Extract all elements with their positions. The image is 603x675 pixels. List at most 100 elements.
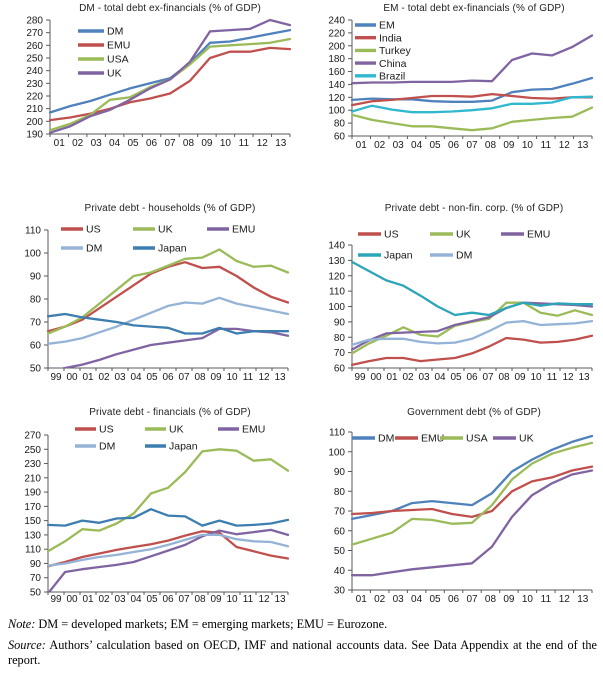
legend-label-china: China [379, 58, 407, 70]
legend-label-japan: Japan [158, 243, 187, 255]
y-tick-label: 220 [26, 92, 43, 103]
y-tick-label: 50 [30, 588, 42, 599]
y-axis-labels: 140 130 120 110 100 90 80 70 60 [328, 241, 345, 375]
x-tick-label: 07 [466, 140, 478, 151]
legend-label-em: EM [379, 20, 395, 32]
y-tick-label: 110 [329, 287, 345, 298]
legend: US UK EMU DM Japan [75, 424, 265, 453]
x-tick-label: 03 [114, 372, 126, 383]
x-tick-label: 01 [356, 594, 368, 605]
x-tick-label: 09 [514, 372, 526, 383]
y-tick-label: 160 [328, 67, 345, 78]
legend-label-uk: UK [107, 68, 122, 80]
y-tick-label: 90 [30, 559, 42, 570]
series-line-japan [351, 260, 594, 317]
x-tick-label: 05 [146, 372, 158, 383]
x-axis-labels: 99 00 01 02 03 04 05 06 07 08 09 10 11 12 13 [50, 594, 286, 605]
chart-panel-households-debt: Private debt - households (% of GDP) 110… [0, 197, 300, 397]
chart-title: Government debt (% of GDP) [407, 407, 541, 418]
x-axis-labels: 01 02 03 04 05 06 07 08 09 10 11 12 13 [356, 594, 589, 605]
x-tick-label: 10 [522, 140, 534, 151]
series-line-uk [49, 18, 292, 134]
x-tick-label: 12 [559, 140, 571, 151]
x-tick-label: 12 [257, 138, 269, 149]
x-tick-label: 11 [243, 372, 254, 383]
y-tick-label: 110 [25, 545, 41, 556]
legend: US UK EMU DM Japan [61, 224, 255, 255]
y-tick-label: 110 [25, 226, 41, 237]
y-tick-label: 280 [26, 16, 43, 27]
x-tick-label: 13 [578, 372, 590, 383]
series-line-turkey [351, 106, 594, 132]
government-debt-chart: 110 100 90 80 70 60 50 40 30 01 02 03 04 05 06 07 08 09 10… [328, 428, 594, 605]
x-tick-label: 06 [162, 372, 174, 383]
x-tick-label: 07 [466, 594, 478, 605]
y-tick-label: 150 [24, 516, 41, 527]
y-tick-label: 250 [26, 54, 43, 65]
x-tick-label: 09 [210, 372, 222, 383]
x-axis-labels: 01 02 03 04 05 06 07 08 09 10 11 12 13 [54, 138, 287, 149]
series-line-dm [351, 434, 594, 521]
x-tick-label: 06 [162, 594, 174, 605]
x-tick-label: 07 [178, 594, 190, 605]
y-tick-label: 220 [328, 28, 345, 39]
x-tick-label: 05 [128, 138, 140, 149]
legend-label-dm: DM [378, 433, 394, 445]
x-tick-label: 01 [54, 138, 66, 149]
y-tick-label: 80 [334, 119, 346, 130]
x-tick-label: 12 [258, 372, 270, 383]
y-tick-label: 130 [328, 256, 345, 267]
y-tick-label: 50 [334, 546, 346, 557]
series-lines [351, 260, 594, 367]
x-tick-label: 03 [114, 594, 126, 605]
x-tick-label: 13 [274, 372, 286, 383]
series-line-us [47, 261, 290, 333]
axes [348, 19, 593, 139]
y-tick-label: 180 [328, 54, 345, 65]
x-tick-label: 13 [577, 140, 589, 151]
y-tick-label: 240 [328, 16, 345, 27]
series-lines [49, 18, 292, 134]
x-tick-label: 01 [82, 594, 94, 605]
x-tick-label: 05 [430, 594, 442, 605]
legend-label-us: US [384, 229, 399, 241]
axes [348, 431, 593, 593]
y-tick-label: 70 [30, 318, 42, 329]
x-tick-label: 11 [541, 140, 552, 151]
y-axis-labels: 270 250 230 210 190 170 150 130 110 90 70 50 [24, 431, 41, 599]
y-tick-label: 120 [328, 271, 345, 282]
y-tick-label: 230 [24, 459, 41, 470]
legend-label-uk: UK [158, 224, 173, 236]
x-tick-label: 04 [411, 140, 423, 151]
x-tick-label: 02 [98, 594, 110, 605]
legend-label-uk: UK [519, 433, 534, 445]
x-tick-label: 10 [220, 138, 232, 149]
x-tick-label: 09 [503, 140, 515, 151]
x-axis-labels: 01 02 03 04 05 06 07 08 09 10 11 12 13 [356, 140, 589, 151]
chart-panel-government-debt: Government debt (% of GDP) 110 100 90 80 70 6… [300, 397, 603, 612]
legend-label-dm: DM [86, 243, 102, 255]
x-tick-label: 10 [226, 594, 238, 605]
x-tick-label: 12 [562, 372, 574, 383]
y-tick-label: 130 [24, 530, 41, 541]
series-line-emu [351, 465, 594, 519]
y-tick-label: 270 [24, 431, 41, 442]
source-line: Source: Authors’ calculation based on OE… [8, 638, 597, 669]
source-text: Authors’ calculation based on OECD, IMF … [8, 637, 597, 668]
y-tick-label: 170 [24, 502, 41, 513]
series-lines [47, 248, 290, 368]
legend: DM EMU USA UK [78, 26, 130, 80]
x-tick-label: 10 [522, 594, 534, 605]
legend-label-us: US [86, 224, 101, 236]
x-tick-label: 05 [450, 372, 462, 383]
x-tick-label: 09 [201, 138, 213, 149]
legend-label-uk: UK [169, 424, 184, 436]
x-tick-label: 10 [530, 372, 542, 383]
x-tick-label: 04 [411, 594, 423, 605]
legend-label-turkey: Turkey [379, 45, 411, 57]
x-tick-label: 08 [485, 140, 497, 151]
